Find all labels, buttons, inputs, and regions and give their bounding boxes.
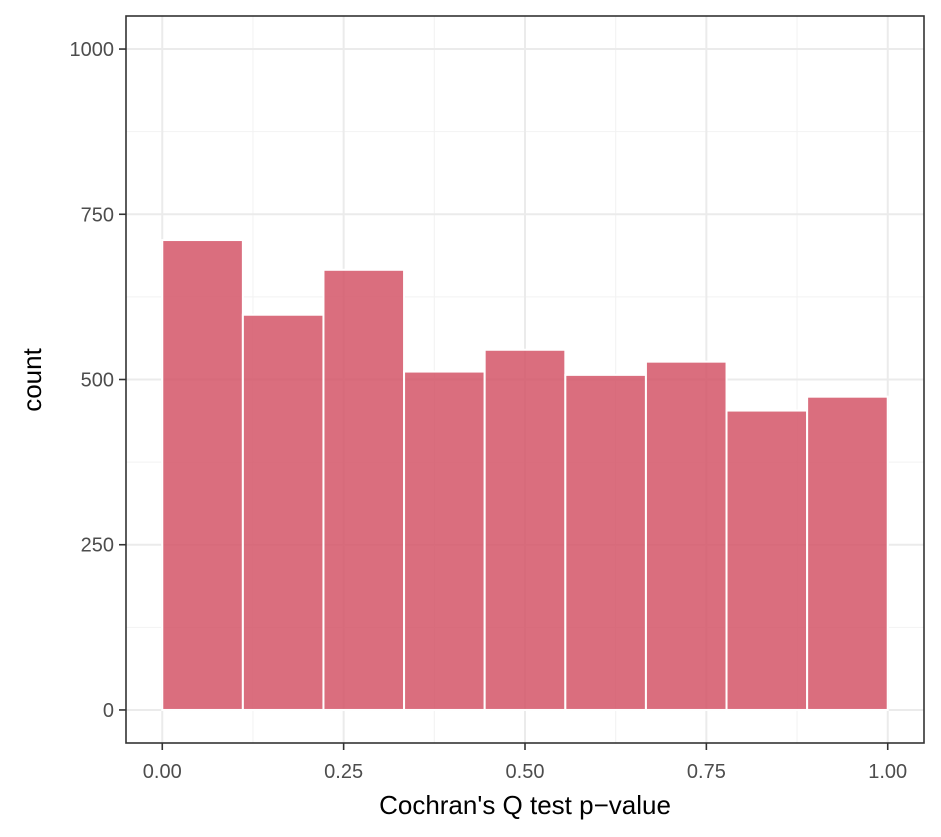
y-tick-label: 500 <box>81 370 114 392</box>
x-tick-label: 0.25 <box>324 761 363 783</box>
histogram-bar <box>403 370 486 711</box>
y-axis-title: count <box>17 347 47 411</box>
histogram-bar <box>241 313 325 711</box>
histogram-bar <box>806 395 889 711</box>
histogram-bar <box>564 373 647 711</box>
x-axis: 0.00 0.25 0.50 0.75 1.00 <box>143 743 907 783</box>
histogram-bar <box>483 348 567 711</box>
histogram-bar <box>725 409 809 711</box>
y-tick-label: 1000 <box>70 39 115 61</box>
x-tick-label: 0.00 <box>143 761 182 783</box>
y-tick-label: 0 <box>103 700 114 722</box>
histogram-bar <box>322 268 406 711</box>
y-tick-label: 250 <box>81 535 114 557</box>
x-axis-title: Cochran's Q test p−value <box>379 790 671 820</box>
y-axis: 0 250 500 750 1000 <box>70 39 126 722</box>
x-tick-label: 1.00 <box>868 761 907 783</box>
histogram-bars <box>161 239 889 711</box>
y-tick-label: 750 <box>81 204 114 226</box>
x-tick-label: 0.75 <box>687 761 726 783</box>
histogram-bar <box>644 360 728 711</box>
x-tick-label: 0.50 <box>506 761 545 783</box>
histogram-bar <box>161 239 244 711</box>
